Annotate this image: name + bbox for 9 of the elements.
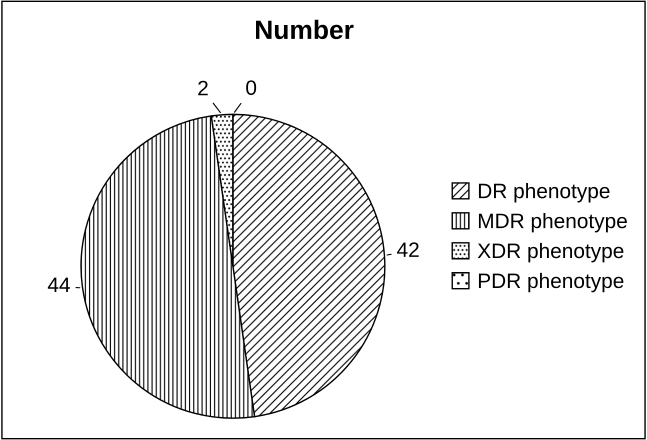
data-label: 42 (397, 242, 419, 257)
data-label: 44 (48, 278, 70, 292)
legend-label: PDR phenotype (478, 272, 624, 292)
legend-label: MDR phenotype (478, 212, 627, 232)
chart-title: Number (256, 20, 354, 40)
text: 0 (246, 80, 256, 96)
data-label: 2 (198, 80, 208, 96)
legend-label: DR phenotype (478, 183, 610, 202)
legend-label: XDR phenotype (478, 242, 624, 262)
